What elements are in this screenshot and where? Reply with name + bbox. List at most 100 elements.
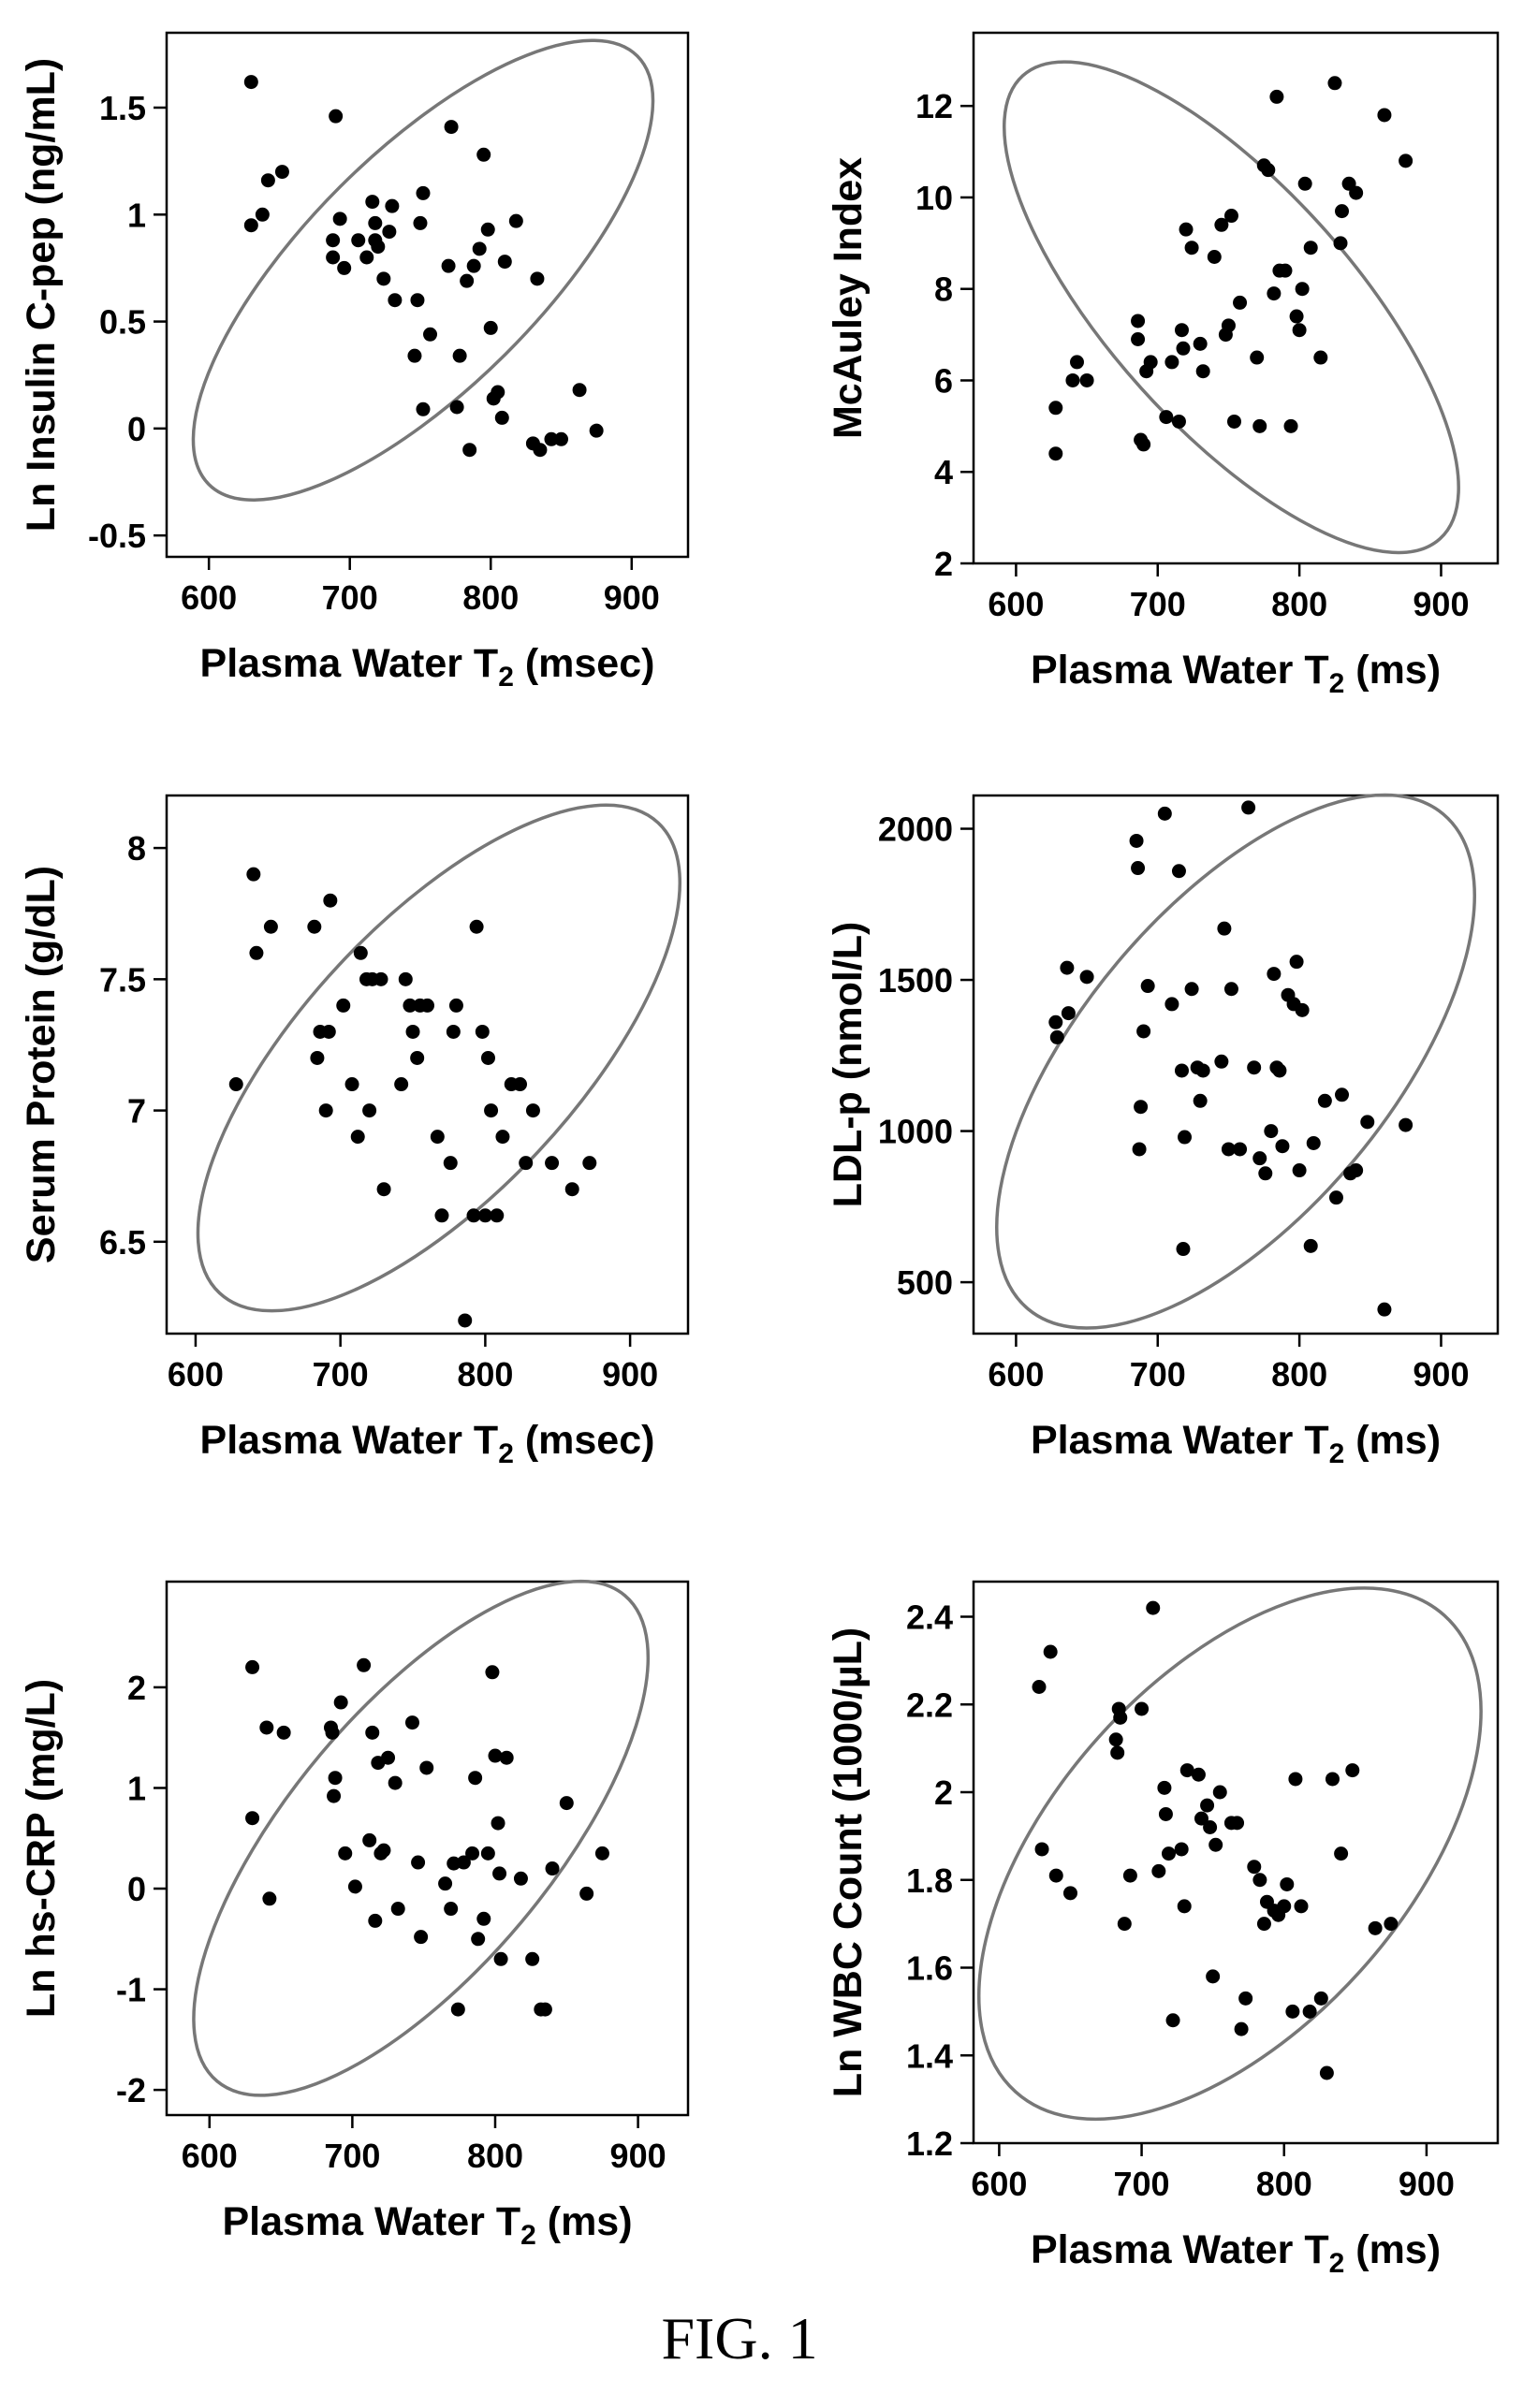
- data-point: [533, 443, 548, 458]
- x-axis-title: Plasma Water T2 (ms): [1031, 648, 1441, 699]
- data-point: [255, 207, 270, 222]
- confidence-ellipse: [1003, 60, 1460, 555]
- data-point: [390, 1902, 405, 1917]
- data-point: [1384, 1917, 1399, 1932]
- data-point: [1221, 1142, 1236, 1157]
- data-point: [499, 1750, 514, 1765]
- data-point: [260, 173, 275, 188]
- data-point: [1174, 323, 1189, 338]
- data-point: [310, 1050, 325, 1065]
- plot-frame: [972, 31, 1500, 565]
- chart-panel-3: 600 700 800 900 6.5 7 7.5 8 Plasma Water T2 (mse…: [19, 794, 690, 1469]
- x-axis-title-subscript: 2: [498, 662, 514, 693]
- data-point: [368, 1913, 383, 1928]
- data-point: [376, 271, 391, 286]
- data-point: [1060, 960, 1075, 975]
- data-point: [476, 147, 491, 162]
- data-point: [1131, 314, 1146, 328]
- plot-frame: [972, 794, 1500, 1335]
- data-point: [1113, 1710, 1128, 1725]
- data-point: [1129, 833, 1144, 848]
- data-point: [394, 1077, 409, 1092]
- data-point: [1110, 1745, 1125, 1760]
- data-point: [545, 1156, 560, 1171]
- data-point: [1131, 331, 1146, 346]
- data-point: [1302, 2004, 1317, 2019]
- data-point: [1178, 1130, 1193, 1145]
- data-point: [537, 2002, 552, 2017]
- data-point: [1171, 864, 1186, 879]
- x-tick-label: 700: [1114, 2165, 1170, 2203]
- y-tick-label: -2: [116, 2071, 146, 2109]
- data-point: [1294, 1899, 1309, 1914]
- data-point: [1399, 1117, 1413, 1132]
- x-tick-label: 900: [610, 2137, 666, 2175]
- data-point: [1223, 209, 1238, 224]
- data-point: [1250, 350, 1265, 365]
- y-axis-title: McAuley Index: [826, 157, 871, 439]
- data-point: [1176, 1242, 1191, 1257]
- y-tick-label: 2.2: [906, 1686, 953, 1724]
- data-point: [276, 1725, 291, 1740]
- data-point: [365, 195, 380, 210]
- confidence-ellipse: [192, 1579, 651, 2097]
- data-point: [1065, 372, 1080, 387]
- data-point: [1171, 414, 1186, 429]
- x-axis-title: Plasma Water T2 (msec): [200, 641, 655, 693]
- x-tick-label: 600: [971, 2165, 1027, 2203]
- y-tick-label: 7: [127, 1092, 146, 1131]
- y-tick-label: 0.5: [99, 303, 146, 342]
- data-point: [1313, 350, 1328, 365]
- data-point: [1261, 163, 1276, 178]
- data-point: [441, 258, 456, 273]
- x-tick-label: 600: [182, 2137, 238, 2175]
- y-axis-title: Ln WBC Count (1000/µL): [826, 1627, 871, 2098]
- data-point: [263, 919, 278, 934]
- data-point: [1214, 217, 1229, 232]
- data-point: [1164, 997, 1179, 1012]
- data-point: [1146, 1600, 1161, 1615]
- data-point: [545, 1861, 560, 1876]
- figure-caption: FIG. 1: [661, 2305, 817, 2372]
- data-point: [368, 215, 383, 230]
- data-point: [245, 1811, 260, 1826]
- data-point: [513, 1077, 528, 1092]
- x-tick-label: 700: [324, 2137, 380, 2175]
- data-point: [594, 1846, 609, 1861]
- data-point: [1195, 1063, 1210, 1078]
- data-point: [1048, 401, 1063, 416]
- data-point: [1335, 204, 1350, 219]
- data-point: [491, 1816, 505, 1831]
- data-point: [1272, 1063, 1287, 1078]
- data-point: [327, 1788, 342, 1803]
- x-axis-title-subscript: 2: [498, 1438, 514, 1469]
- data-point: [1174, 1063, 1189, 1078]
- data-point: [1295, 282, 1310, 297]
- data-point: [371, 240, 386, 255]
- x-axis-title: Plasma Water T2 (ms): [1031, 1418, 1441, 1469]
- data-point: [245, 1659, 260, 1674]
- data-point: [1267, 967, 1282, 982]
- data-point: [1117, 1917, 1132, 1932]
- data-point: [1176, 341, 1191, 356]
- data-point: [318, 1103, 333, 1118]
- data-point: [1048, 1014, 1063, 1029]
- data-point: [466, 1208, 481, 1223]
- data-point: [1048, 446, 1063, 461]
- data-point: [398, 971, 413, 986]
- data-point: [1319, 2065, 1334, 2080]
- data-point: [466, 258, 481, 273]
- data-point: [1335, 1087, 1350, 1102]
- data-point: [1159, 410, 1174, 425]
- data-point: [488, 1748, 503, 1763]
- data-point: [1208, 1837, 1223, 1852]
- data-point: [1233, 295, 1248, 310]
- data-point: [414, 1930, 429, 1945]
- data-point: [1252, 1151, 1267, 1166]
- data-point: [458, 1313, 473, 1328]
- y-tick-label: 1.6: [906, 1949, 953, 1988]
- data-point: [471, 1932, 486, 1947]
- data-point: [1131, 861, 1146, 876]
- data-point: [438, 1876, 453, 1891]
